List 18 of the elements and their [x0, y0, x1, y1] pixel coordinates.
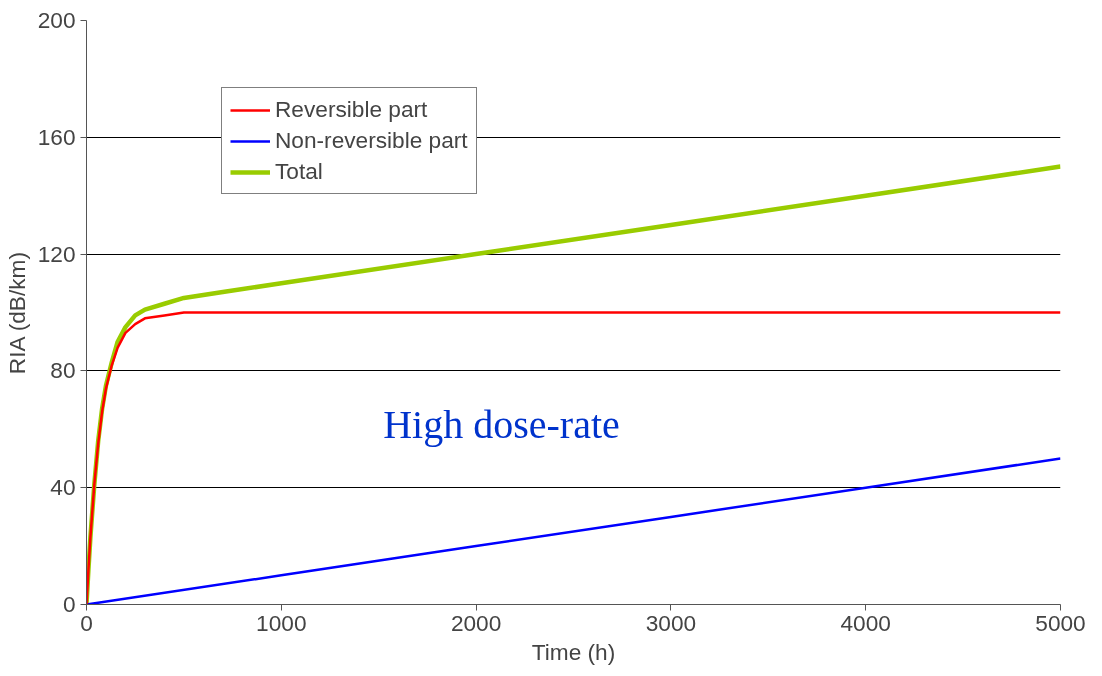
annotation: High dose-rate: [383, 402, 620, 447]
x-tick-label: 3000: [645, 609, 697, 636]
x-axis-title: Time (h): [531, 638, 616, 665]
y-tick-label: 120: [37, 240, 76, 267]
y-tick-label: 80: [50, 357, 76, 384]
x-tick-label: 0: [80, 609, 93, 636]
y-tick-label: 200: [37, 7, 76, 33]
legend-label: Total: [275, 158, 323, 185]
legend-label: Reversible part: [275, 96, 428, 123]
x-tick-label: 5000: [1035, 609, 1086, 636]
x-tick-label: 2000: [450, 609, 502, 636]
legend-label: Non-reversible part: [275, 127, 468, 154]
y-tick-label: 40: [50, 474, 76, 501]
x-tick-label: 4000: [840, 609, 891, 636]
y-axis-title: RIA (dB/km): [3, 252, 30, 375]
x-tick-label: 1000: [256, 609, 307, 636]
y-tick-label: 160: [37, 123, 76, 150]
y-tick-label: 0: [62, 591, 76, 617]
